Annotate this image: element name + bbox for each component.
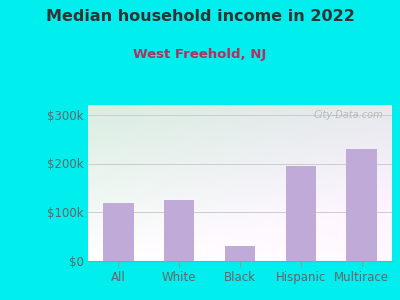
Bar xyxy=(286,166,316,261)
Bar xyxy=(103,202,134,261)
Bar xyxy=(225,246,255,261)
Text: West Freehold, NJ: West Freehold, NJ xyxy=(133,48,267,61)
Bar xyxy=(346,149,377,261)
Bar xyxy=(164,200,194,261)
Text: Median household income in 2022: Median household income in 2022 xyxy=(46,9,354,24)
Text: City-Data.com: City-Data.com xyxy=(313,110,383,120)
